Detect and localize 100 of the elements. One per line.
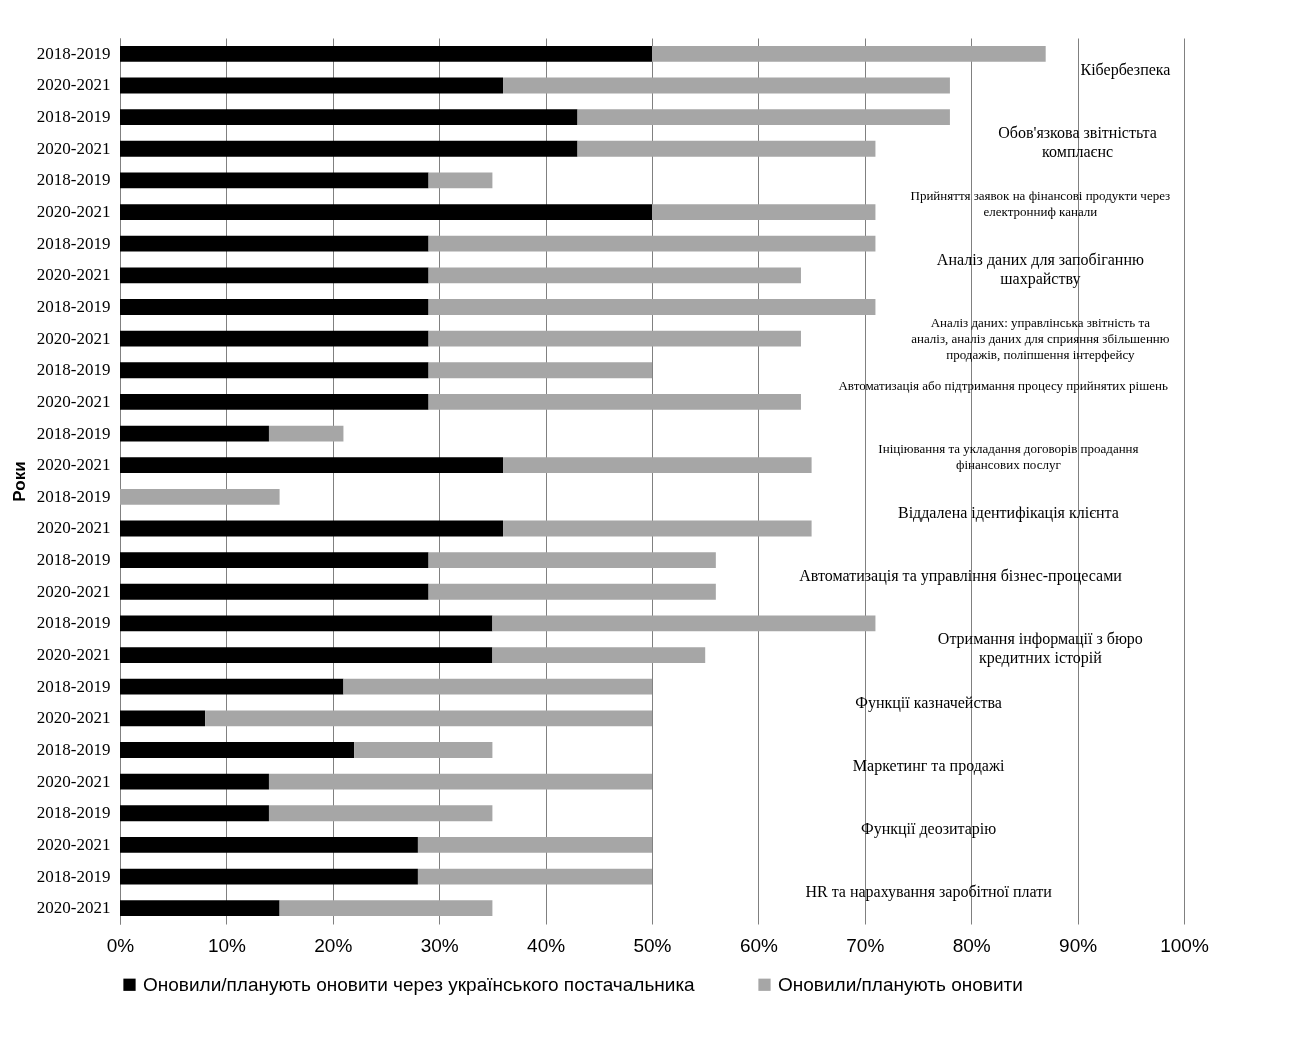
bar [120, 678, 344, 695]
bar [417, 836, 652, 853]
bar [503, 77, 950, 94]
bar [120, 710, 206, 727]
y-tick-label: 2020-2021 [36, 455, 111, 475]
bar [428, 267, 801, 284]
bar [120, 520, 504, 537]
y-tick-label: 2018-2019 [36, 423, 111, 443]
y-tick-label: 2018-2019 [36, 360, 111, 380]
y-tick-label: 2018-2019 [36, 233, 111, 253]
bar [120, 362, 429, 379]
annotation: Аналіз даних для запобіганню шахрайству [936, 250, 1144, 288]
x-tick-label: 40% [527, 934, 566, 956]
annotation: Маркетинг та продажі [852, 756, 1005, 775]
bar [577, 140, 876, 157]
y-axis-title: Роки [9, 461, 29, 502]
x-tick-label: 0% [106, 934, 135, 956]
x-tick-label: 60% [739, 934, 779, 956]
bar [120, 488, 280, 505]
bar [120, 773, 269, 790]
bar [428, 172, 493, 189]
bar [577, 109, 950, 126]
bar [120, 615, 493, 632]
bar [120, 868, 418, 885]
bar [120, 900, 280, 917]
y-tick-label: 2020-2021 [36, 391, 111, 411]
annotation: Віддалена ідентифікація клієнта [897, 503, 1119, 522]
bar [120, 45, 652, 62]
x-tick-label: 30% [420, 934, 459, 956]
bar [120, 836, 418, 853]
y-tick-label: 2020-2021 [36, 898, 111, 918]
bar [120, 552, 429, 569]
bar [268, 425, 344, 442]
annotation: Функції деозитарію [861, 820, 997, 839]
y-tick-label: 2018-2019 [36, 866, 111, 886]
x-tick-label: 20% [314, 934, 353, 956]
bar [120, 425, 269, 442]
bar [428, 299, 876, 315]
y-tick-label: 2018-2019 [36, 170, 111, 190]
y-tick-label: 2018-2019 [36, 803, 111, 823]
legend-label: Оновили/планують оновити [778, 973, 1023, 995]
bar [428, 330, 801, 347]
annotation: Автоматизація та управління бізнес-процесами [799, 566, 1123, 585]
bar [428, 235, 876, 252]
y-tick-label: 2018-2019 [36, 676, 111, 696]
bar [120, 393, 429, 410]
bar [417, 868, 652, 885]
legend-label: Оновили/планують оновити через українського постачальника [143, 973, 696, 995]
bar [120, 330, 429, 347]
bar [120, 140, 578, 157]
bar [428, 583, 716, 600]
bar [120, 299, 429, 315]
bar [652, 204, 876, 220]
y-tick-label: 2020-2021 [36, 202, 111, 222]
y-tick-label: 2020-2021 [36, 834, 111, 854]
y-tick-label: 2020-2021 [36, 138, 111, 158]
y-tick-label: 2020-2021 [36, 518, 111, 538]
y-tick-label: 2018-2019 [36, 43, 111, 63]
bar [120, 267, 429, 284]
bar [268, 805, 493, 822]
x-tick-label: 80% [952, 934, 991, 956]
bar [492, 615, 876, 632]
annotation: Автоматизація або підтримання процесу прийнятих рішень [838, 378, 1168, 394]
x-tick-label: 100% [1160, 934, 1209, 956]
annotation: Обов'язкова звітністьта комплаєнс [998, 123, 1157, 160]
bar [120, 77, 504, 94]
y-tick-label: 2020-2021 [36, 265, 111, 285]
y-tick-label: 2018-2019 [36, 296, 111, 316]
annotation: Отримання інформації з бюро кредитних історій [937, 630, 1143, 668]
bar [428, 362, 652, 379]
x-tick-label: 10% [207, 934, 247, 956]
bar [120, 109, 578, 126]
bar [120, 172, 429, 189]
annotation: Прийняття заявок на фінансові продукти через електронниф канали [910, 188, 1171, 220]
y-tick-label: 2018-2019 [36, 613, 111, 633]
bar [120, 742, 355, 758]
bar [120, 583, 429, 600]
annotation: Ініціювання та укладання договорів проадання фінансових послуг [878, 441, 1139, 473]
bar [343, 678, 652, 695]
bar [279, 900, 493, 917]
bar [428, 393, 801, 410]
bar [652, 45, 1046, 62]
y-tick-label: 2020-2021 [36, 645, 111, 665]
bar [120, 235, 429, 252]
bar [120, 647, 493, 663]
y-tick-label: 2020-2021 [36, 328, 111, 348]
annotation: Кібербезпека [1080, 60, 1171, 79]
y-tick-label: 2020-2021 [36, 75, 111, 95]
annotation: HR та нарахування заробітної плати [805, 883, 1053, 902]
y-tick-label: 2018-2019 [36, 107, 111, 127]
x-tick-label: 50% [633, 934, 672, 956]
x-tick-label: 70% [846, 934, 885, 956]
bar [120, 204, 652, 220]
y-tick-label: 2018-2019 [36, 739, 111, 759]
bar [503, 457, 812, 474]
bar [503, 520, 812, 537]
x-tick-label: 90% [1059, 934, 1098, 956]
y-tick-label: 2020-2021 [36, 771, 111, 791]
annotation: Аналіз даних: управлінська звітність та аналіз, аналіз даних для сприяння збільшенню продажів, поліпшення інтерфейсу [911, 314, 1170, 362]
y-tick-label: 2020-2021 [36, 581, 111, 601]
